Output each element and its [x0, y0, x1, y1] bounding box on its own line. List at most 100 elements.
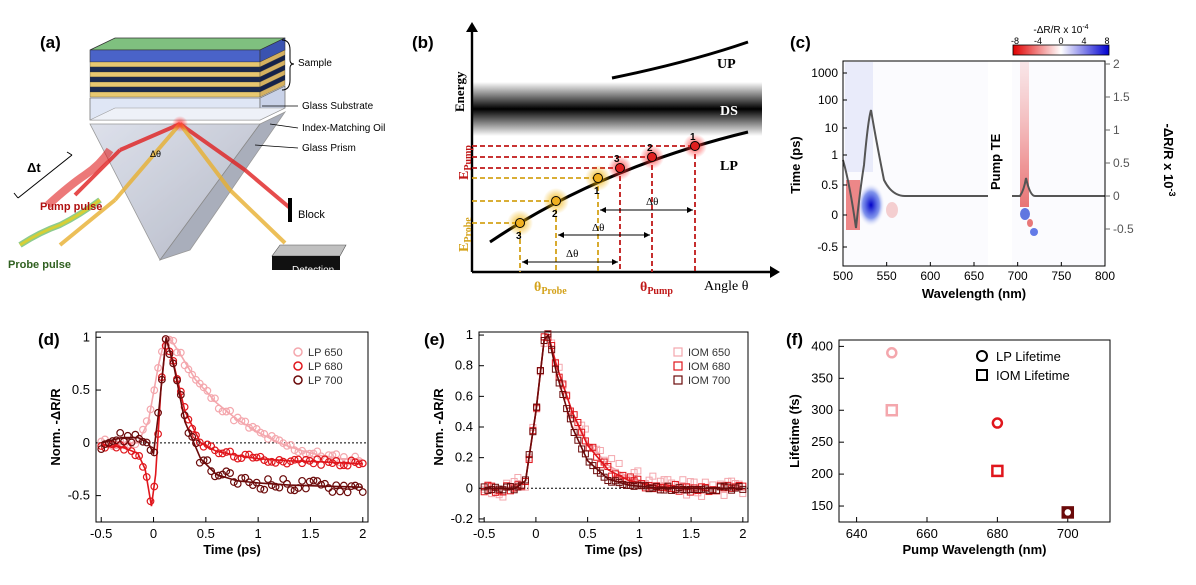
data-point: [332, 457, 341, 465]
data-point: [104, 438, 113, 447]
data-point: [203, 386, 212, 395]
pump-point-2-label: 2: [647, 143, 653, 154]
iom-lifetime-point: [1061, 506, 1075, 519]
data-point: [488, 485, 496, 493]
data-point: [634, 467, 642, 475]
delta-theta-arrows: [522, 209, 693, 263]
legend-label: LP Lifetime: [996, 349, 1061, 364]
data-point: [649, 472, 657, 480]
panel-a-label: (a): [40, 33, 61, 52]
panel-f-label: (f): [786, 330, 803, 349]
iom-lifetime-point: [991, 464, 1004, 478]
data-point: [679, 476, 687, 484]
data-point: [728, 477, 736, 485]
data-point: [626, 473, 634, 481]
data-point: [589, 462, 597, 470]
data-point: [343, 488, 352, 497]
fit-line: [101, 336, 363, 461]
data-point: [131, 440, 140, 449]
data-point: [728, 486, 736, 494]
data-point: [290, 486, 299, 495]
data-point: [615, 459, 623, 467]
data-point: [514, 473, 522, 481]
y-tick-label: 350: [811, 370, 833, 385]
data-point: [574, 436, 582, 444]
legend-marker: [673, 375, 683, 385]
legend-marker: [976, 369, 988, 381]
delta-theta-label-a: Δθ: [150, 149, 161, 159]
legend-marker: [293, 361, 303, 371]
data-point: [286, 486, 295, 494]
x-tick-label: 1.5: [301, 526, 319, 541]
probe-pulse-label: Probe pulse: [8, 259, 71, 271]
y-tick-label: 0.5: [72, 382, 90, 397]
e-pump-label: EPump: [457, 145, 474, 180]
legend-marker: [673, 361, 683, 371]
data-point: [555, 363, 563, 371]
x-tick-label: 1.5: [682, 526, 700, 541]
delta-theta-3: Δθ: [566, 248, 578, 260]
data-point: [328, 451, 337, 460]
data-point: [298, 476, 307, 485]
pump-point-1-label: 1: [690, 132, 696, 143]
data-point: [101, 440, 109, 448]
x-axis-label: Pump Wavelength (nm): [903, 542, 1047, 557]
data-point: [596, 469, 604, 477]
data-point: [698, 492, 706, 500]
y-tick-label: 1: [83, 329, 90, 344]
data-point: [679, 485, 687, 493]
y-axis-label: Lifetime (fs): [787, 394, 802, 468]
cbar-tick-0: -8: [1011, 36, 1019, 46]
data-point: [305, 477, 314, 486]
data-point: [630, 469, 638, 477]
map-xtick: 550: [877, 269, 897, 283]
delta-t-label: Δt: [27, 160, 41, 175]
panel-e-label: (e): [424, 330, 445, 349]
map-xtick: 600: [920, 269, 940, 283]
data-point: [97, 445, 106, 453]
pump-point-2: [647, 152, 657, 162]
data-point: [207, 467, 216, 476]
block-icon: [288, 198, 292, 222]
data-point: [585, 444, 593, 452]
legend-marker: [293, 347, 303, 357]
legend-label: IOM 650: [688, 347, 730, 359]
data-point: [664, 482, 672, 490]
data-point: [596, 447, 604, 455]
legend-label: IOM Lifetime: [996, 368, 1070, 383]
index-oil-label: Index-Matching Oil: [302, 123, 385, 134]
colorbar: [1012, 44, 1110, 56]
data-point: [716, 483, 724, 491]
data-point: [690, 486, 698, 494]
map-xtick: 650: [964, 269, 984, 283]
map-y2tick: 2: [1113, 57, 1120, 71]
map-y2tick: -0.5: [1113, 222, 1134, 236]
pump-point-3: [615, 163, 625, 173]
panel-d-label: (d): [38, 330, 60, 349]
probe-point-3-label: 3: [516, 231, 522, 242]
map-xlabel: Wavelength (nm): [922, 286, 1026, 301]
data-point: [495, 485, 503, 493]
detection-label: Detection: [292, 265, 334, 276]
data-point: [264, 475, 272, 484]
cbar-tick-4: 8: [1104, 36, 1109, 46]
up-label: UP: [717, 57, 736, 72]
data-point: [241, 450, 250, 459]
x-tick-label: -0.5: [90, 526, 112, 541]
legend-marker: [673, 347, 683, 357]
data-point: [701, 478, 709, 486]
legend-label: LP 700: [308, 375, 343, 387]
data-point: [229, 478, 238, 486]
data-point: [267, 457, 276, 466]
y-tick-label: 400: [811, 338, 833, 353]
probe-point-1: [593, 173, 603, 183]
data-point: [328, 488, 337, 496]
map-y2tick: 0.5: [1113, 156, 1130, 170]
data-point: [313, 455, 322, 464]
upper-polariton-curve: [611, 40, 749, 80]
e-probe-label: EProbe: [457, 217, 474, 252]
lp-label: LP: [720, 159, 738, 174]
data-point: [260, 485, 269, 494]
